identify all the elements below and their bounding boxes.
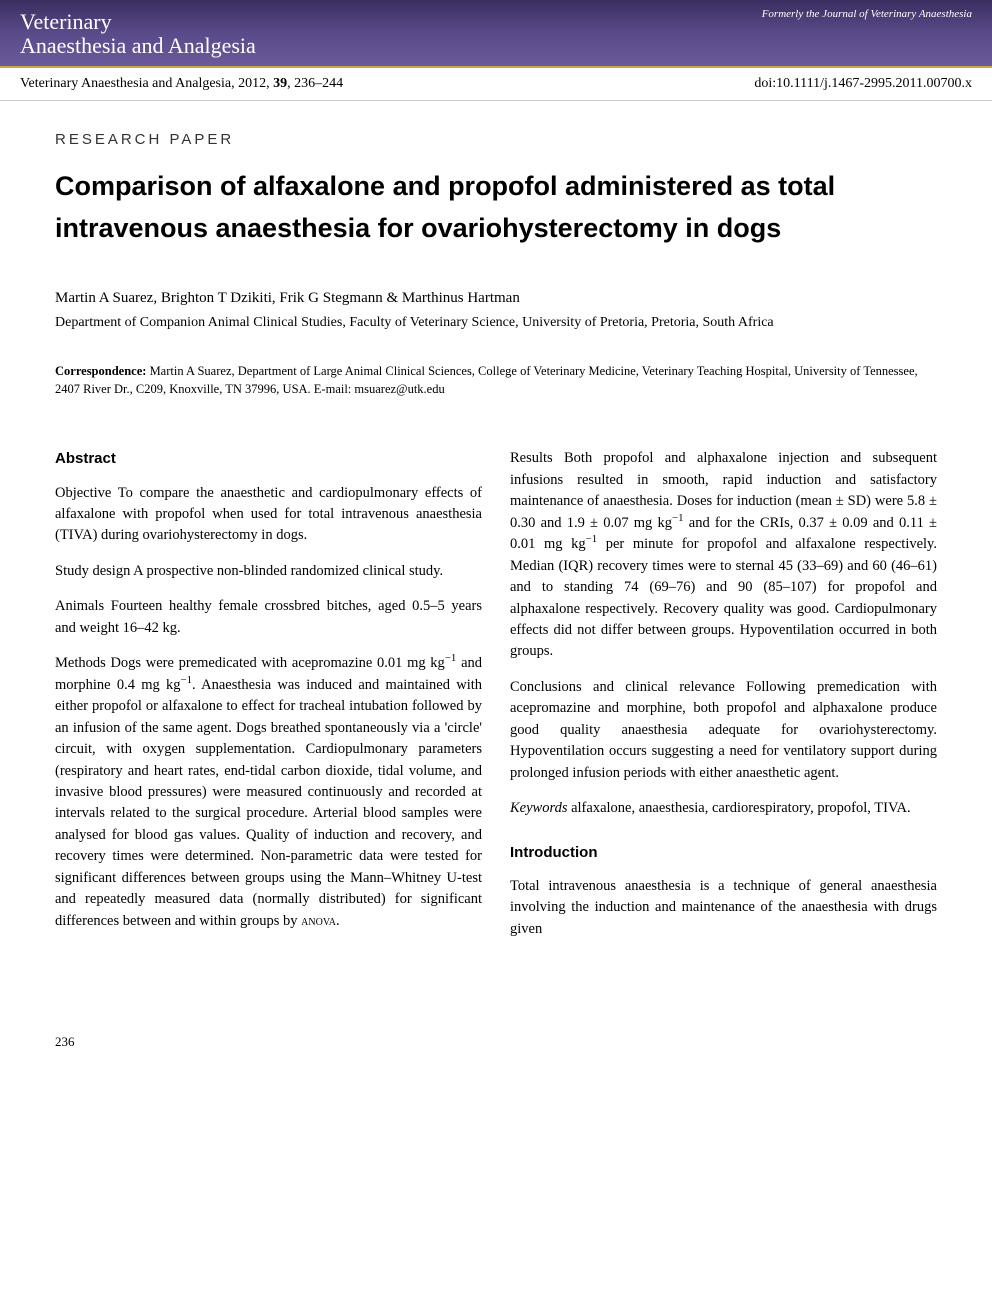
citation-doi: doi:10.1111/j.1467-2995.2011.00700.x xyxy=(754,76,972,92)
keywords-label: Keywords xyxy=(510,800,567,816)
animals-label: Animals xyxy=(55,598,104,614)
journal-name-line1: Veterinary xyxy=(20,9,112,34)
objective-text: To compare the anaesthetic and cardiopul… xyxy=(55,485,482,544)
sup-neg1-4: −1 xyxy=(586,533,598,545)
former-journal-name: Formerly the Journal of Veterinary Anaes… xyxy=(762,8,972,20)
animals-text: Fourteen healthy female crossbred bitche… xyxy=(55,598,482,635)
objective-label: Objective xyxy=(55,485,111,501)
abstract-animals: Animals Fourteen healthy female crossbre… xyxy=(55,596,482,639)
correspondence-text: Martin A Suarez, Department of Large Ani… xyxy=(55,364,918,396)
authors: Martin A Suarez, Brighton T Dzikiti, Fri… xyxy=(55,290,937,307)
methods-text-c: . Anaesthesia was induced and maintained… xyxy=(55,677,482,929)
abstract-conclusions: Conclusions and clinical relevance Follo… xyxy=(510,677,937,784)
citation-left: Veterinary Anaesthesia and Analgesia, 20… xyxy=(20,76,343,92)
abstract-heading: Abstract xyxy=(55,448,482,470)
article-title: Comparison of alfaxalone and propofol ad… xyxy=(55,166,937,250)
article-content: RESEARCH PAPER Comparison of alfaxalone … xyxy=(0,101,992,994)
citation-volume: 39 xyxy=(273,76,287,91)
methods-label: Methods xyxy=(55,655,106,671)
sup-neg1-3: −1 xyxy=(672,512,684,524)
abstract-design: Study design A prospective non-blinded r… xyxy=(55,561,482,582)
sup-neg1-2: −1 xyxy=(180,674,192,686)
sup-neg1-1: −1 xyxy=(445,652,457,664)
design-label: Study design xyxy=(55,563,130,579)
abstract-methods: Methods Dogs were premedicated with acep… xyxy=(55,653,482,932)
design-text: A prospective non-blinded randomized cli… xyxy=(130,563,443,579)
page-number: 236 xyxy=(0,1034,992,1050)
introduction-text: Total intravenous anaesthesia is a techn… xyxy=(510,876,937,940)
results-label: Results xyxy=(510,450,553,466)
correspondence-label: Correspondence: xyxy=(55,364,150,378)
keywords-text: alfaxalone, anaesthesia, cardiorespirato… xyxy=(567,800,910,816)
methods-text-d: . xyxy=(336,913,340,929)
conclusions-label: Conclusions and clinical relevance xyxy=(510,679,735,695)
two-column-body: Abstract Objective To compare the anaest… xyxy=(55,448,937,954)
abstract-results: Results Both propofol and alphaxalone in… xyxy=(510,448,937,663)
correspondence: Correspondence: Martin A Suarez, Departm… xyxy=(55,363,937,398)
citation-bar: Veterinary Anaesthesia and Analgesia, 20… xyxy=(0,68,992,101)
journal-header-banner: Formerly the Journal of Veterinary Anaes… xyxy=(0,0,992,68)
results-text-c: per minute for propofol and alfaxalone r… xyxy=(510,536,937,659)
paper-type-label: RESEARCH PAPER xyxy=(55,131,937,148)
anova-text: anova xyxy=(301,913,336,929)
right-column: Results Both propofol and alphaxalone in… xyxy=(510,448,937,954)
methods-text-a: Dogs were premedicated with acepromazine… xyxy=(106,655,445,671)
keywords: Keywords alfaxalone, anaesthesia, cardio… xyxy=(510,798,937,819)
journal-page: Formerly the Journal of Veterinary Anaes… xyxy=(0,0,992,1050)
affiliation: Department of Companion Animal Clinical … xyxy=(55,313,937,333)
left-column: Abstract Objective To compare the anaest… xyxy=(55,448,482,954)
citation-prefix: Veterinary Anaesthesia and Analgesia, 20… xyxy=(20,76,273,91)
abstract-objective: Objective To compare the anaesthetic and… xyxy=(55,483,482,547)
journal-name-line2: Anaesthesia and Analgesia xyxy=(20,33,256,58)
introduction-heading: Introduction xyxy=(510,842,937,864)
citation-pages: , 236–244 xyxy=(287,76,343,91)
